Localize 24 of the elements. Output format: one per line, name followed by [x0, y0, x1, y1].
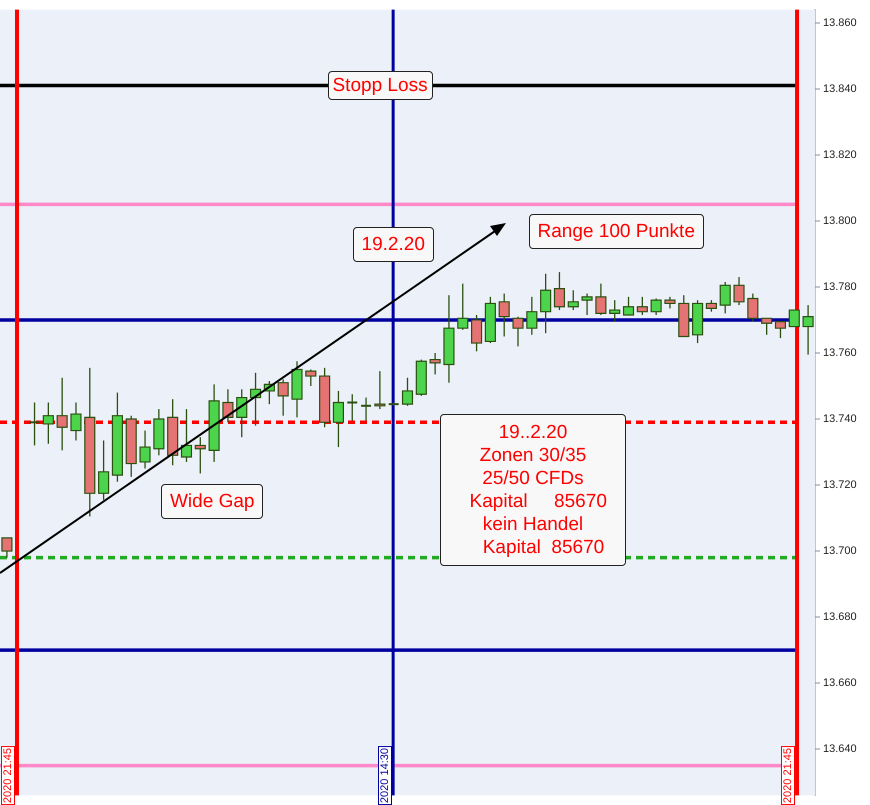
- candlestick: [346, 394, 358, 422]
- y-tick-label: 13.780: [823, 280, 857, 293]
- annotation: Range 100 Punkte: [528, 214, 704, 248]
- y-tick-label: 13.860: [823, 16, 857, 29]
- ref-line-label: Stopp Loss: [328, 71, 433, 100]
- candlestick: [360, 396, 372, 422]
- annotation: Wide Gap: [161, 484, 264, 518]
- annotation: 19.2.20: [352, 226, 434, 262]
- y-tick-label: 13.740: [823, 413, 857, 426]
- y-tick-label: 13.820: [823, 148, 857, 161]
- annotation: 19..2.20 Zonen 30/35 25/50 CFDs Kapital 85670 kein Handel Kapital 85670: [440, 414, 626, 566]
- y-tick-label: 13.840: [823, 82, 857, 95]
- y-tick-label: 13.640: [823, 743, 857, 756]
- candlestick: [788, 309, 800, 328]
- annotation: 2020 21:45: [781, 746, 796, 805]
- y-tick-label: 13.680: [823, 611, 857, 624]
- candlestick: [28, 402, 41, 446]
- annotation: 2020 14:30: [378, 746, 392, 805]
- y-tick-label: 13.800: [823, 214, 857, 227]
- annotation: 2020 21:45: [0, 746, 15, 805]
- y-tick-label: 13.660: [823, 677, 857, 690]
- y-tick-label: 13.700: [823, 545, 857, 558]
- y-tick-label: 13.720: [823, 479, 857, 492]
- y-tick-label: 13.760: [823, 347, 857, 360]
